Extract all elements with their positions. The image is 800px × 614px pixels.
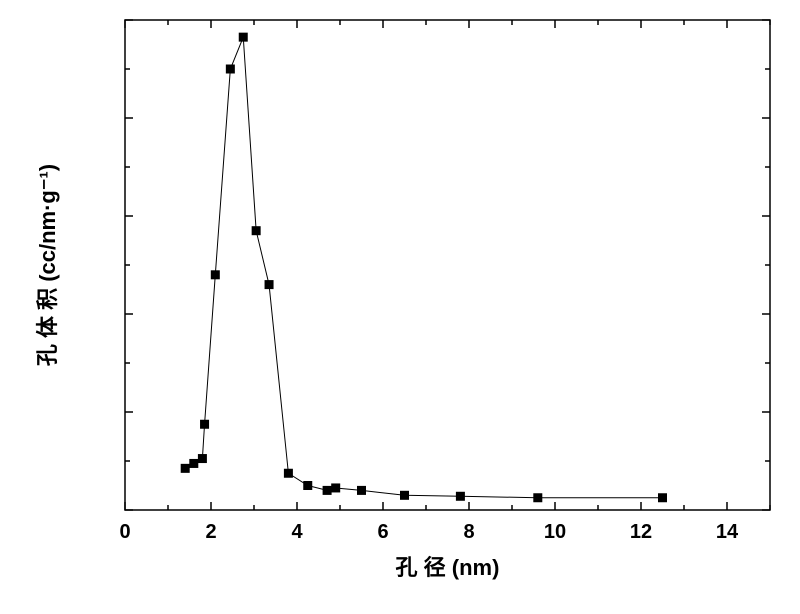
data-marker xyxy=(533,493,542,502)
data-marker xyxy=(239,33,248,42)
x-tick-label: 8 xyxy=(463,521,474,543)
data-marker xyxy=(265,280,274,289)
x-tick-label: 2 xyxy=(205,521,216,543)
data-marker xyxy=(252,226,261,235)
data-marker xyxy=(658,493,667,502)
data-marker xyxy=(331,483,340,492)
data-marker xyxy=(200,420,209,429)
y-axis-label: 孔 体 积 (cc/nm·g⁻¹) xyxy=(35,164,60,366)
data-marker xyxy=(189,459,198,468)
data-marker xyxy=(400,491,409,500)
data-marker xyxy=(198,454,207,463)
data-marker xyxy=(211,270,220,279)
data-marker xyxy=(226,65,235,74)
data-marker xyxy=(323,486,332,495)
data-marker xyxy=(181,464,190,473)
pore-distribution-chart: 0 2 4 6 8 10 12 14 孔 径 (nm) 孔 体 积 (cc/nm·g⁻¹) xyxy=(0,0,800,614)
data-marker xyxy=(456,492,465,501)
chart-svg: 0 2 4 6 8 10 12 14 孔 径 (nm) 孔 体 积 (cc/nm·g⁻¹) xyxy=(0,0,800,614)
data-line xyxy=(185,37,662,498)
data-marker xyxy=(357,486,366,495)
plot-frame xyxy=(125,20,770,510)
data-marker xyxy=(284,469,293,478)
x-tick-label: 14 xyxy=(716,521,739,543)
x-axis-label: 孔 径 (nm) xyxy=(396,555,500,580)
x-tick-label: 0 xyxy=(119,521,130,543)
x-tick-label: 10 xyxy=(544,521,566,543)
x-tick-label: 12 xyxy=(630,521,652,543)
data-marker xyxy=(303,481,312,490)
x-tick-label: 6 xyxy=(377,521,388,543)
x-tick-label: 4 xyxy=(291,521,303,543)
